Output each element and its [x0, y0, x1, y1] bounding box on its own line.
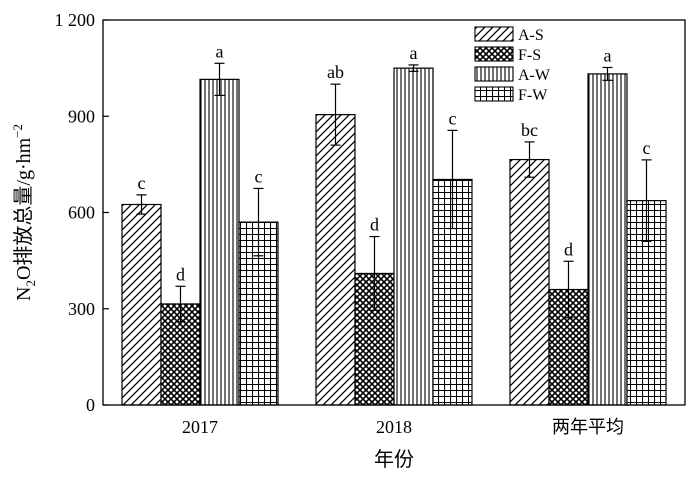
bar-a-w-0	[199, 78, 240, 406]
bar-a-w-1	[393, 67, 434, 406]
y-tick-label: 900	[68, 106, 95, 126]
y-axis-title: N2O排放总量/g·hm−2	[10, 124, 38, 301]
x-tick-label: 2017	[182, 417, 218, 437]
y-axis-ticks: 0 300 600 900 1 200	[55, 10, 109, 415]
x-tick-label: 2018	[376, 417, 412, 437]
significance-label: d	[176, 264, 185, 284]
y-tick-label: 600	[68, 203, 95, 223]
bar-a-s-2	[509, 158, 550, 406]
significance-label: c	[643, 138, 651, 158]
x-axis-ticks: 2017 2018 两年平均	[182, 399, 624, 437]
bar-a-w-2	[587, 73, 628, 406]
significance-label: d	[370, 215, 379, 235]
x-axis-title: 年份	[374, 448, 414, 471]
error-bars-layer	[136, 62, 652, 323]
bar-a-s-0	[121, 203, 162, 406]
significance-label: bc	[521, 120, 538, 140]
legend-label-f-w: F-W	[518, 87, 548, 104]
bar-f-w-1	[432, 178, 473, 406]
significance-label: c	[255, 166, 263, 186]
significance-label: c	[138, 173, 146, 193]
legend-swatch-f-s	[474, 46, 514, 62]
significance-label: a	[216, 41, 224, 61]
significance-label: d	[564, 239, 573, 259]
significance-labels-layer: c d a c ab d a c bc d a c	[138, 41, 651, 284]
bar-a-s-1	[315, 114, 356, 406]
legend-swatch-f-w	[474, 86, 514, 102]
legend-label-a-s: A-S	[518, 27, 544, 44]
y-tick-label: 300	[68, 299, 95, 319]
legend-label-a-w: A-W	[518, 67, 551, 84]
bars-layer	[121, 67, 667, 406]
significance-label: a	[604, 45, 612, 65]
legend-swatch-a-w	[474, 66, 514, 82]
significance-label: c	[449, 108, 457, 128]
y-tick-label: 1 200	[55, 10, 96, 30]
legend-swatch-a-s	[474, 26, 514, 42]
x-tick-label: 两年平均	[552, 417, 624, 437]
significance-label: a	[410, 43, 418, 63]
legend-label-f-s: F-S	[518, 47, 541, 64]
y-tick-label: 0	[86, 395, 95, 415]
significance-label: ab	[327, 62, 344, 82]
legend: A-S F-S A-W F-W	[474, 26, 551, 104]
